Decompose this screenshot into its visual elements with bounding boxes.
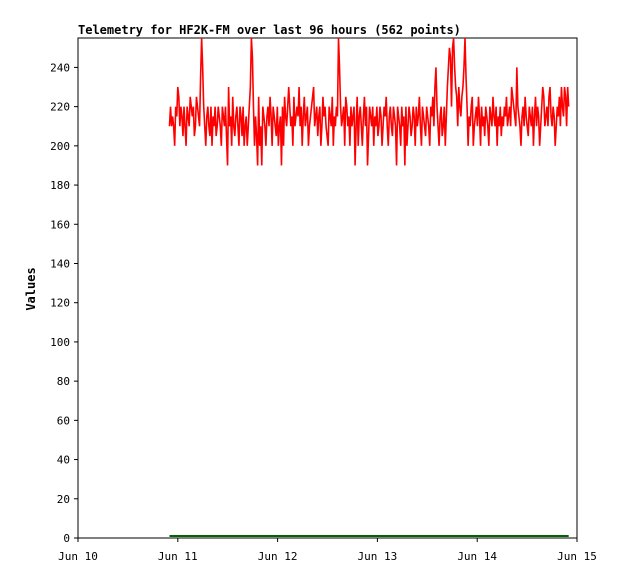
series-line-1 bbox=[168, 37, 570, 166]
y-tick-label: 180 bbox=[50, 179, 70, 192]
y-axis: 0 20 40 60 80 100 120 140 160 180 200 220 240 bbox=[50, 61, 78, 545]
y-axis-label: Values bbox=[24, 267, 38, 310]
x-tick-label: Jun 13 bbox=[358, 550, 398, 563]
y-tick-label: 160 bbox=[50, 218, 70, 231]
x-axis: Jun 10 Jun 11 Jun 12 Jun 13 Jun 14 Jun 15 bbox=[58, 538, 597, 563]
y-tick-label: 240 bbox=[50, 61, 70, 74]
y-tick-label: 200 bbox=[50, 140, 70, 153]
y-tick-label: 20 bbox=[57, 493, 70, 506]
y-tick-label: 140 bbox=[50, 257, 70, 270]
x-tick-label: Jun 12 bbox=[258, 550, 298, 563]
y-tick-label: 40 bbox=[57, 454, 70, 467]
x-tick-label: Jun 14 bbox=[457, 550, 497, 563]
y-tick-label: 120 bbox=[50, 297, 70, 310]
series-layer bbox=[168, 37, 570, 538]
y-tick-label: 80 bbox=[57, 375, 70, 388]
plot-area bbox=[77, 37, 578, 539]
x-tick-label: Jun 15 bbox=[557, 550, 597, 563]
y-tick-label: 100 bbox=[50, 336, 70, 349]
x-tick-label: Jun 11 bbox=[158, 550, 198, 563]
x-tick-label: Jun 10 bbox=[58, 550, 98, 563]
y-tick-label: 60 bbox=[57, 414, 70, 427]
y-tick-label: 220 bbox=[50, 101, 70, 114]
y-tick-label: 0 bbox=[63, 532, 70, 545]
chart-title: Telemetry for HF2K-FM over last 96 hours… bbox=[78, 23, 461, 37]
